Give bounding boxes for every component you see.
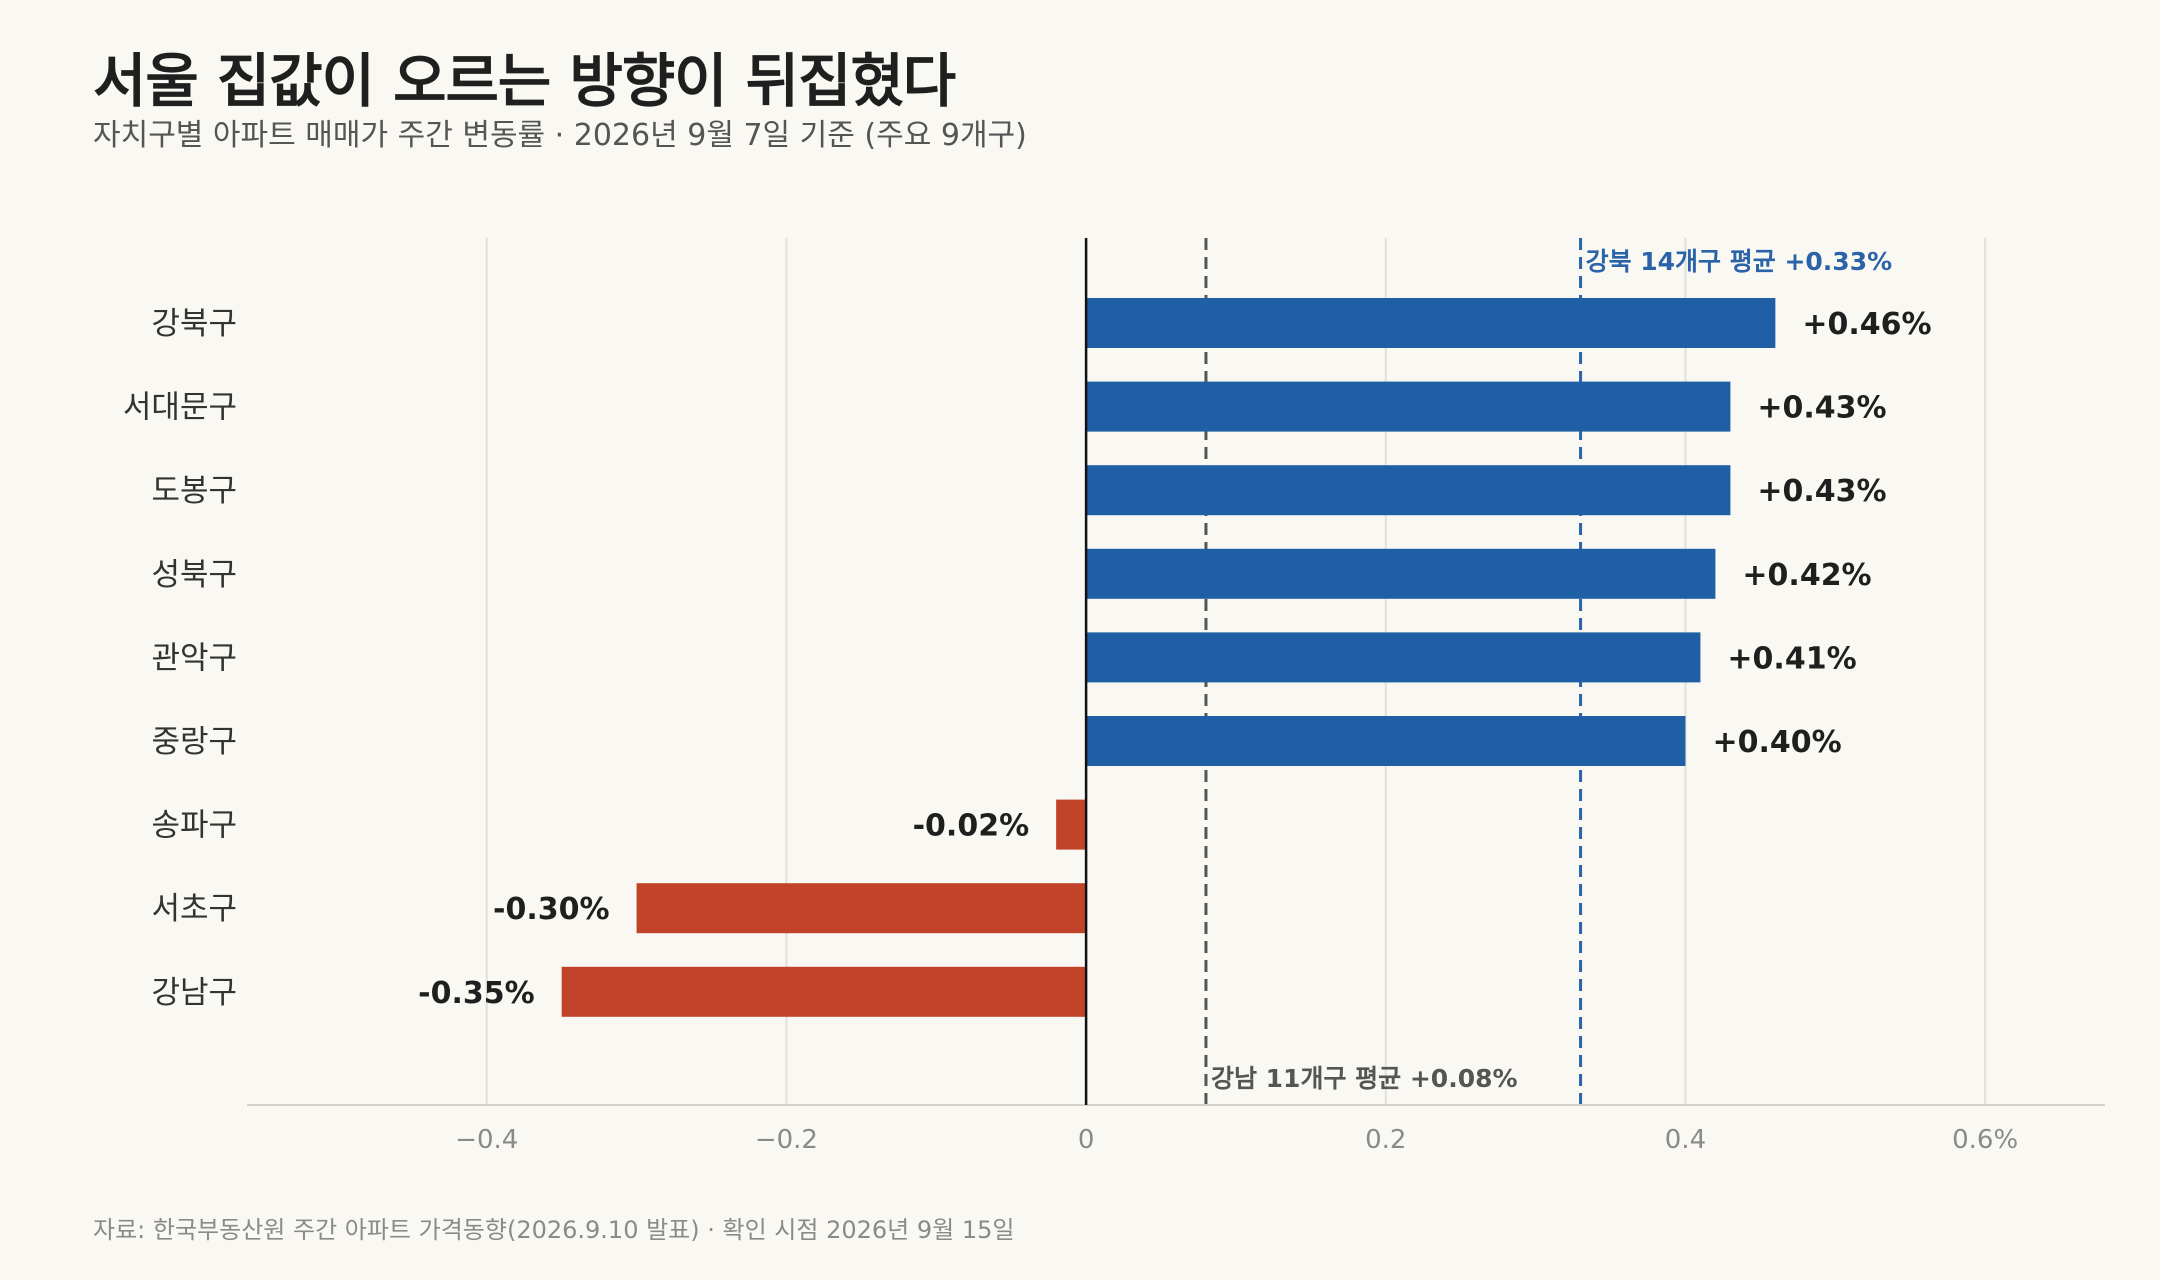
bar	[1086, 465, 1731, 516]
category-label: 강남구	[151, 975, 237, 1011]
bar	[1086, 381, 1731, 432]
x-tick-label: 0.6%	[1952, 1125, 2018, 1155]
x-tick-label: 0.4	[1665, 1125, 1706, 1155]
category-label: 송파구	[151, 808, 237, 844]
category-label: 관악구	[151, 640, 237, 676]
bar	[1086, 298, 1776, 348]
data-label: +0.46%	[1802, 307, 1931, 342]
data-label: +0.42%	[1742, 558, 1871, 593]
bar	[1056, 799, 1087, 850]
bars	[561, 298, 1776, 1017]
page-title: 서울 집값이 오르는 방향이 뒤집혔다	[93, 47, 956, 115]
bar	[1086, 548, 1716, 599]
reference-line-label: 강북 14개구 평균 +0.33%	[1586, 247, 1893, 276]
source-note: 자료: 한국부동산원 주간 아파트 가격동향(2026.9.10 발표) · 확…	[93, 1216, 1015, 1244]
bar	[1086, 632, 1701, 683]
data-label: +0.41%	[1727, 641, 1856, 676]
category-label: 강북구	[151, 306, 237, 342]
bar	[561, 966, 1087, 1017]
category-label: 도봉구	[151, 473, 237, 509]
labels: 강북 14개구 평균 +0.33% 강남 11개구 평균 +0.08% 강북구 +0.…	[123, 247, 1932, 1093]
axes: −0.4 −0.2 0 0.2 0.4 0.6%	[247, 238, 2105, 1155]
reference-line-label: 강남 11개구 평균 +0.08%	[1211, 1064, 1518, 1093]
data-label: +0.43%	[1757, 474, 1886, 509]
page-subtitle: 자치구별 아파트 매매가 주간 변동률 · 2026년 9월 7일 기준 (주요…	[93, 118, 1027, 153]
x-tick-label: −0.4	[455, 1125, 518, 1155]
category-label: 중랑구	[151, 724, 237, 760]
data-label: -0.30%	[493, 892, 610, 927]
x-tick-label: 0	[1078, 1125, 1095, 1155]
data-label: +0.40%	[1712, 725, 1841, 760]
data-label: -0.02%	[913, 809, 1030, 844]
category-label: 서초구	[151, 891, 237, 927]
category-label: 서대문구	[123, 390, 237, 426]
x-tick-label: −0.2	[755, 1125, 818, 1155]
data-label: +0.43%	[1757, 391, 1886, 426]
data-label: -0.35%	[418, 976, 535, 1011]
bar	[636, 883, 1087, 934]
x-tick-label: 0.2	[1365, 1125, 1406, 1155]
category-label: 성북구	[151, 557, 237, 593]
bar	[1086, 716, 1686, 766]
